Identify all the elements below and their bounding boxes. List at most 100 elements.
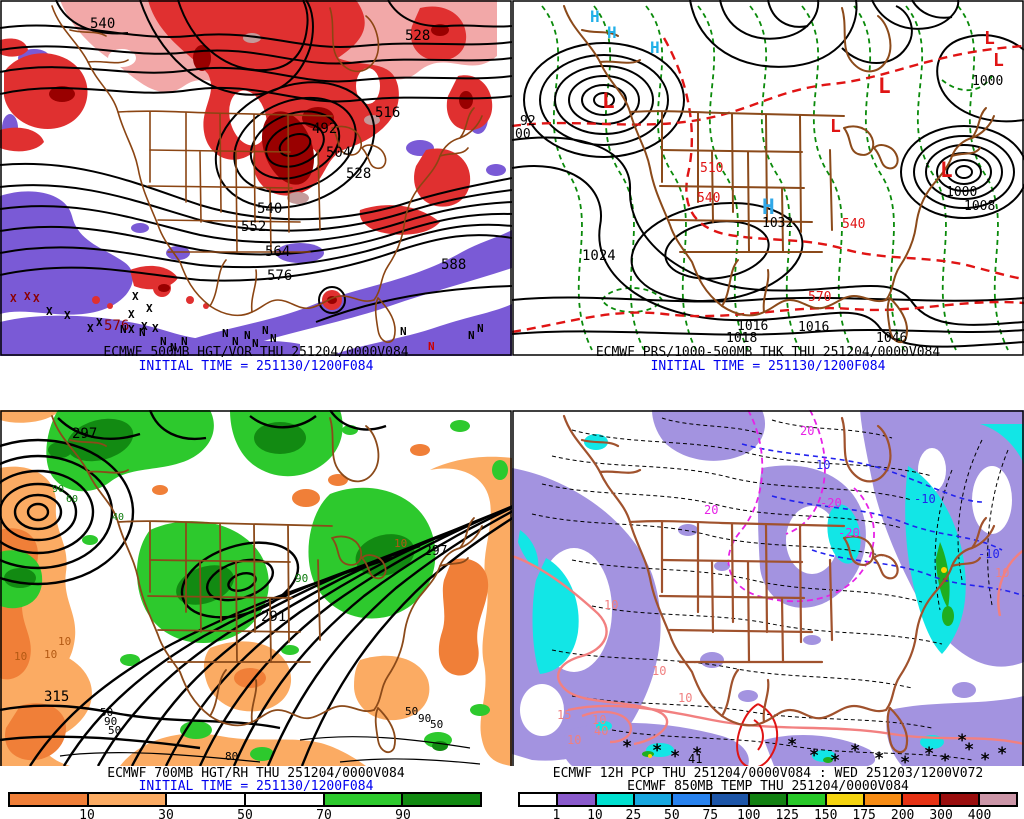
map-label: * xyxy=(830,751,840,766)
map-label: 10 xyxy=(394,537,407,550)
map-label: 50 xyxy=(430,718,443,731)
map-label: 1008 xyxy=(964,199,995,214)
map-label: H xyxy=(650,38,660,57)
map-label: 297 xyxy=(424,544,447,559)
map-label: -20 xyxy=(838,526,860,540)
colorbar-segment xyxy=(939,794,978,805)
map-label: X xyxy=(10,292,17,305)
caption-line1: ECMWF 12H PCP THU 251204/0000V084 : WED … xyxy=(552,766,984,781)
map-label: X xyxy=(128,323,135,336)
map-label: 540 xyxy=(697,191,720,206)
map-label: 90 xyxy=(104,715,117,728)
caption-line1: ECMWF PRS/1000-500MB THK THU 251204/0000… xyxy=(595,345,941,360)
map-label: * xyxy=(850,741,860,761)
map-frame xyxy=(0,0,512,356)
colorbar-segment xyxy=(86,794,166,805)
map-label: * xyxy=(874,749,884,766)
map-label: 528 xyxy=(346,166,371,182)
colorbar-segment xyxy=(520,794,557,805)
map-700mb-hgt-rh: 2973152912979060409050905010101010805090… xyxy=(0,410,512,766)
map-label: 1016 xyxy=(798,320,829,335)
map-label: 1046 xyxy=(876,331,907,346)
thin-contours xyxy=(59,736,481,765)
map-label: N xyxy=(244,329,251,342)
panel-prs-thickness: 92 00 1024 1000 1000 1008 1016 1018 1016 1046 510 5… xyxy=(512,0,1024,410)
pcp-colorbar: 1 10 25 50 75 100 125 150 175 200 300 400 xyxy=(518,792,1018,819)
map-label: 50 xyxy=(100,706,113,719)
map-label: 540 xyxy=(90,16,115,32)
map-label: 1024 xyxy=(582,248,616,264)
panel-700mb-hgt-rh: 297 315 291 297 90 60 40 90 50 90 50 10 10 10 10 80 50 90… xyxy=(0,410,512,819)
map-label: 90 xyxy=(52,484,64,495)
pcp-colorbar-segments xyxy=(518,792,1018,807)
map-label: 516 xyxy=(375,105,400,121)
rh-colorbar-segments xyxy=(8,792,482,807)
temp-contours-red-solid xyxy=(736,703,778,766)
map-label: N xyxy=(160,335,167,348)
map-label: 92 xyxy=(520,114,536,129)
map-label: 1000 xyxy=(946,185,977,200)
colorbar-tick-label: 300 xyxy=(929,808,953,819)
map-label: 510 xyxy=(700,161,723,176)
colorbar-segment xyxy=(671,794,710,805)
map-label: N xyxy=(181,335,188,348)
map-label: -10 xyxy=(978,547,1000,561)
map-label: 576 xyxy=(267,268,292,284)
rh-colorbar-labels: 10 30 50 70 90 xyxy=(8,807,482,819)
map-label: X xyxy=(46,305,53,318)
map-label: 570 xyxy=(808,290,831,305)
map-label: 540 xyxy=(257,201,282,217)
colorbar-tick-label: 150 xyxy=(813,808,838,819)
map-label: X xyxy=(33,292,40,305)
colorbar-segment xyxy=(401,794,481,805)
map-label: 540 xyxy=(842,217,865,232)
pcp-colorbar-labels: 1 10 25 50 75 100 125 150 175 200 300 400 xyxy=(518,807,1018,819)
rh-green-shading xyxy=(0,410,508,761)
map-label: L xyxy=(984,28,995,49)
map-label: N xyxy=(400,325,407,338)
colorbar-tick-label: 175 xyxy=(852,808,876,819)
map-label: 20 xyxy=(704,503,718,517)
map-label: N xyxy=(170,341,177,354)
map-label: N xyxy=(477,322,484,335)
map-label: H xyxy=(607,23,617,42)
map-label: L xyxy=(830,116,841,137)
map-label: L xyxy=(878,74,891,98)
map-label: 1018 xyxy=(726,331,757,346)
colorbar-tick-label: 90 xyxy=(395,808,411,819)
map-label: N xyxy=(232,335,239,348)
map-label: H xyxy=(762,195,775,219)
map-label: 00 xyxy=(515,127,531,142)
map-value-labels: 9200102410001000100810161018101610465105… xyxy=(515,7,1004,346)
caption-line1: ECMWF 500MB HGT/VOR THU 251204/0000V084 xyxy=(103,345,409,360)
map-label: X xyxy=(152,322,159,335)
colorbar-segment xyxy=(747,794,787,805)
map-label: N xyxy=(252,337,259,350)
map-label: X xyxy=(24,290,31,303)
map-label: * xyxy=(900,753,910,766)
map-label: 41 xyxy=(688,752,702,766)
colorbar-tick-label: 50 xyxy=(237,808,253,819)
map-label: 10 xyxy=(995,566,1009,580)
map-label: L xyxy=(602,89,615,113)
map-label: 80 xyxy=(225,750,238,763)
map-label: 10 xyxy=(14,650,27,663)
colorbar-tick-label: 30 xyxy=(158,808,174,819)
colorbar-tick-label: 100 xyxy=(737,808,761,819)
map-label: * xyxy=(924,744,934,764)
map-label: X xyxy=(96,316,103,329)
map-label: N xyxy=(428,340,435,353)
map-label: 90 xyxy=(295,572,308,585)
map-label: 40 xyxy=(112,512,124,523)
colorbar-tick-label: 25 xyxy=(625,808,642,819)
map-label: 564 xyxy=(265,244,290,260)
map-label: 50 xyxy=(405,705,418,718)
map-label: X xyxy=(146,302,153,315)
colorbar-segment xyxy=(709,794,748,805)
caption-line2-initial-time: INITIAL TIME = 251130/1200F084 xyxy=(138,779,374,794)
map-label: 492 xyxy=(312,121,337,137)
map-label: * xyxy=(787,735,797,755)
map-label: 1032 xyxy=(762,216,793,231)
